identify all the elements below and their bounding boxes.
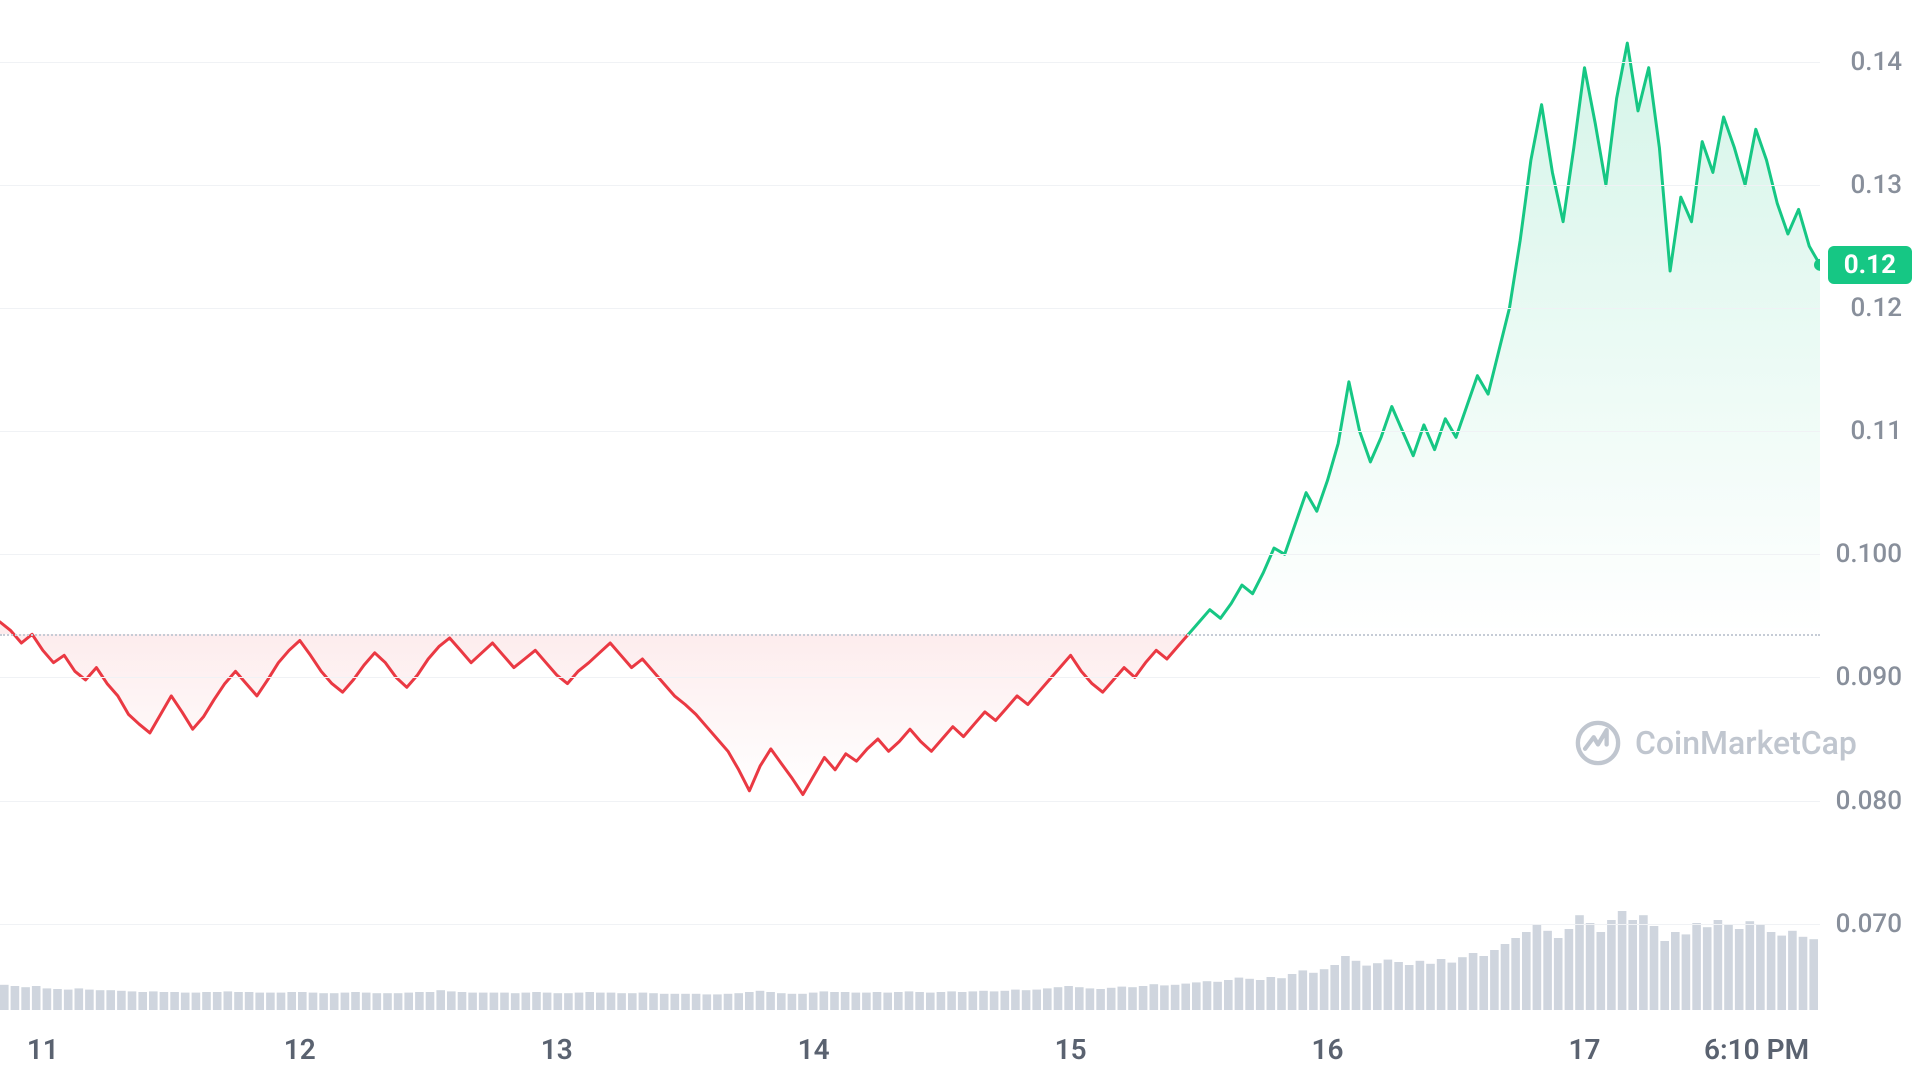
gridline — [0, 677, 1820, 678]
watermark: CoinMarketCap — [1575, 720, 1857, 766]
y-axis-label: 0.11 — [1850, 416, 1902, 446]
price-chart[interactable]: CoinMarketCap 0.12 0.070 0.080 0.090 0.100 0… — [0, 0, 1920, 1080]
y-axis-label: 0.070 — [1836, 909, 1902, 939]
baseline — [0, 634, 1820, 636]
price-line — [0, 0, 1820, 1010]
gridline — [0, 62, 1820, 63]
gridline — [0, 431, 1820, 432]
y-axis-label: 0.13 — [1850, 170, 1902, 200]
gridline — [0, 801, 1820, 802]
current-price-badge: 0.12 — [1828, 246, 1912, 284]
y-axis-label: 0.12 — [1850, 293, 1902, 323]
x-axis-label: 16 — [1312, 1033, 1344, 1066]
y-axis-label: 0.14 — [1850, 47, 1902, 77]
watermark-text: CoinMarketCap — [1635, 724, 1857, 762]
x-axis-label: 15 — [1055, 1033, 1087, 1066]
y-axis-label: 0.100 — [1836, 539, 1902, 569]
x-axis-label: 12 — [284, 1033, 316, 1066]
gridline — [0, 924, 1820, 925]
x-axis-label: 11 — [27, 1033, 59, 1066]
gridline — [0, 554, 1820, 555]
gridline — [0, 308, 1820, 309]
x-axis-label: 6:10 PM — [1704, 1033, 1809, 1066]
x-axis-label: 17 — [1568, 1033, 1600, 1066]
gridline — [0, 185, 1820, 186]
coinmarketcap-icon — [1575, 720, 1621, 766]
y-axis-label: 0.080 — [1836, 786, 1902, 816]
x-axis-label: 13 — [541, 1033, 573, 1066]
y-axis-label: 0.090 — [1836, 662, 1902, 692]
current-price-value: 0.12 — [1844, 250, 1896, 280]
x-axis-label: 14 — [798, 1033, 830, 1066]
